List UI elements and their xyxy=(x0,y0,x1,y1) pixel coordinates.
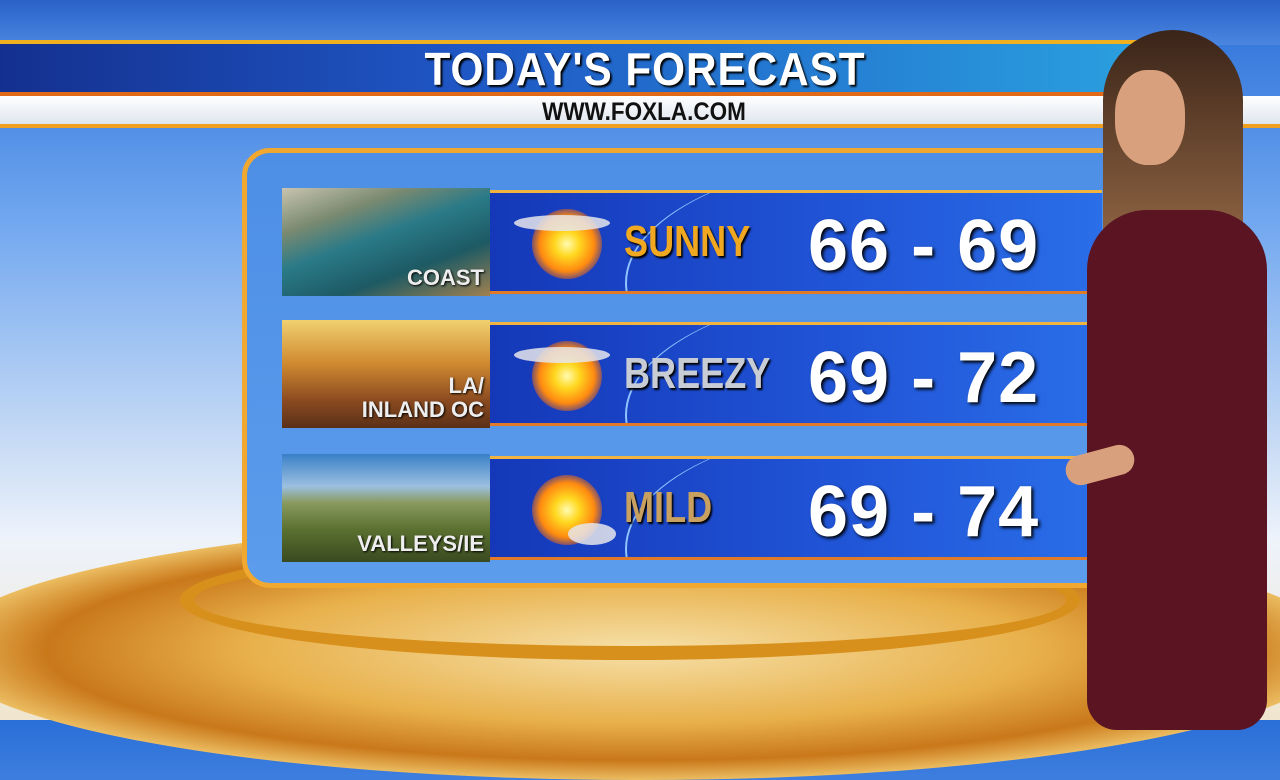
coast-photo: COAST xyxy=(282,188,490,296)
forecast-row-coast: COAST SUNNY 66 - 69 xyxy=(282,188,1102,296)
sky-background xyxy=(0,0,1280,45)
presenter-face xyxy=(1115,70,1185,165)
forecast-row-valleys-ie: VALLEYS/IE MILD 69 - 74 xyxy=(282,454,1102,562)
page-title: TODAY'S FORECAST xyxy=(424,43,866,95)
temperature-range: 69 - 74 xyxy=(808,472,1040,552)
temperature-range: 69 - 72 xyxy=(808,338,1040,418)
weather-presenter xyxy=(1062,30,1280,730)
region-label-line1: LA/ xyxy=(448,373,484,398)
url-bar xyxy=(0,96,1280,128)
cloud-icon xyxy=(568,523,616,545)
cloud-icon xyxy=(514,347,610,363)
region-label: COAST xyxy=(407,265,484,290)
condition-label: MILD xyxy=(624,483,713,532)
condition-label: SUNNY xyxy=(624,217,751,266)
station-url: WWW.FOXLA.COM xyxy=(542,98,746,126)
forecast-band: MILD 69 - 74 xyxy=(490,456,1102,560)
region-label-line2: INLAND OC xyxy=(361,397,484,422)
forecast-row-la-inland-oc: LA/INLAND OC BREEZY 69 - 72 xyxy=(282,320,1102,428)
title-bar xyxy=(0,40,1140,96)
region-label: LA/INLAND OC xyxy=(362,374,484,422)
forecast-band: SUNNY 66 - 69 xyxy=(490,190,1102,294)
condition-label: BREEZY xyxy=(624,349,771,398)
forecast-band: BREEZY 69 - 72 xyxy=(490,322,1102,426)
region-label: VALLEYS/IE xyxy=(357,531,484,556)
temperature-range: 66 - 69 xyxy=(808,206,1040,286)
valley-photo: VALLEYS/IE xyxy=(282,454,490,562)
city-photo: LA/INLAND OC xyxy=(282,320,490,428)
cloud-icon xyxy=(514,215,610,231)
